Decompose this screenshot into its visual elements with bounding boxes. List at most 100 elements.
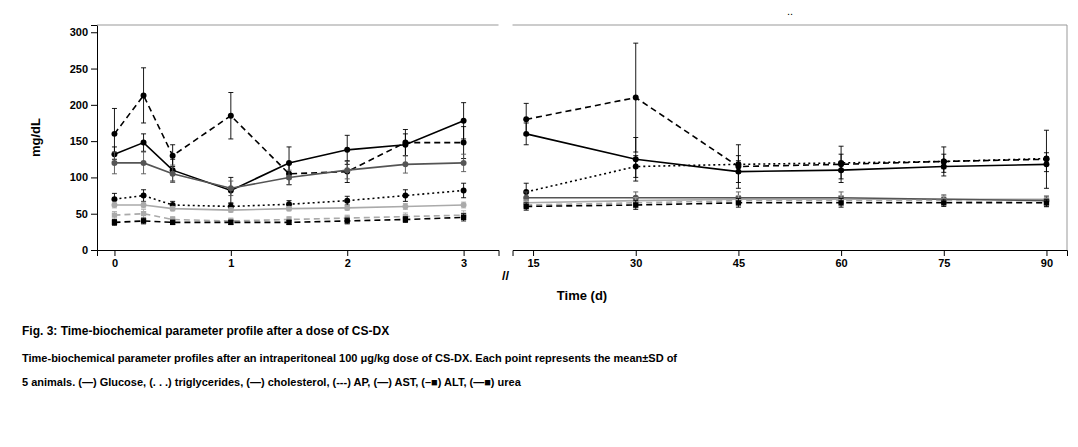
series-marker (111, 196, 117, 202)
x-tick-mark (738, 250, 739, 256)
error-bar (170, 145, 175, 167)
panel: 0123050100150200250300 (70, 25, 499, 269)
error-bar (839, 196, 844, 206)
x-axis: 0123 (98, 250, 500, 269)
error-bar (287, 170, 292, 185)
x-tick-label: 60 (835, 257, 847, 269)
x-tick: 60 (835, 250, 847, 269)
series-marker (461, 202, 467, 208)
series-marker (170, 206, 176, 212)
y-axis: 050100150200250300 (70, 26, 98, 257)
series-marker (111, 160, 117, 166)
series-marker (141, 218, 146, 223)
series-line (114, 121, 463, 191)
series-marker (141, 193, 147, 199)
axis-break: // (502, 268, 510, 283)
series-marker (344, 198, 350, 204)
y-tick-label: 0 (82, 244, 88, 256)
x-tick: 90 (1041, 250, 1053, 269)
series-line (526, 159, 1046, 192)
series (524, 196, 1050, 211)
top-annotation: .. (787, 5, 793, 17)
x-tick-label: 90 (1041, 257, 1053, 269)
error-bar (1044, 130, 1049, 188)
error-bar (141, 68, 146, 123)
series-marker (402, 203, 408, 209)
error-bar (287, 206, 292, 210)
x-tick-mark (347, 250, 348, 256)
series-marker (228, 220, 233, 225)
error-bar (141, 190, 146, 202)
series-marker (838, 161, 844, 167)
caption-line: 5 animals. (—) Glucose, (. . .) triglyce… (22, 376, 522, 388)
x-tick: 45 (733, 250, 745, 269)
y-tick: 100 (70, 171, 97, 183)
x-tick: 0 (112, 250, 118, 269)
x-tick-label: 0 (112, 257, 118, 269)
error-bar (170, 220, 175, 224)
series-marker (111, 131, 117, 137)
y-tick-mark (91, 105, 97, 106)
error-bar (345, 196, 350, 205)
series (111, 103, 466, 204)
y-tick: 250 (70, 63, 97, 75)
error-bar (736, 145, 741, 189)
series-marker (402, 161, 408, 167)
y-tick-label: 250 (70, 63, 88, 75)
series-marker (941, 158, 947, 164)
series (111, 152, 466, 196)
series-line (114, 163, 463, 188)
y-tick-label: 50 (76, 208, 88, 220)
plot-frame (1067, 25, 1068, 250)
y-tick: 200 (70, 99, 97, 111)
error-bar (736, 196, 741, 206)
series (111, 68, 466, 185)
error-bar (403, 204, 408, 210)
error-bar (228, 220, 233, 224)
error-bar (524, 103, 529, 135)
series-marker (228, 207, 234, 213)
error-bar (228, 208, 233, 212)
series-marker (344, 205, 350, 211)
error-bar (287, 163, 292, 185)
y-tick: 300 (70, 26, 97, 38)
series-line (526, 98, 1046, 167)
error-bar (112, 202, 117, 208)
series-marker (1044, 200, 1049, 205)
error-bar (345, 135, 350, 164)
series-marker (633, 95, 639, 101)
series (523, 123, 1049, 183)
error-bar (141, 218, 146, 224)
error-bar (228, 177, 233, 203)
y-tick: 50 (76, 208, 97, 220)
series-marker (112, 220, 117, 225)
error-bar (633, 198, 638, 208)
error-bar (112, 212, 117, 219)
series-marker (228, 113, 234, 119)
error-bar (403, 190, 408, 202)
error-bar (524, 200, 529, 210)
error-bar (170, 206, 175, 210)
x-tick-label: 3 (461, 257, 467, 269)
error-bar (524, 203, 529, 210)
panel: 153045607590 (513, 25, 1068, 269)
error-bar (461, 214, 466, 221)
x-tick-label: 30 (630, 257, 642, 269)
y-tick-label: 200 (70, 99, 88, 111)
error-bar (287, 220, 292, 224)
x-tick-label: 1 (228, 257, 234, 269)
x-tick: 75 (938, 250, 950, 269)
error-bar (345, 206, 350, 210)
x-tick-label: 45 (733, 257, 745, 269)
series-marker (170, 153, 176, 159)
series-marker (402, 193, 408, 199)
error-bar (112, 152, 117, 174)
error-bar (403, 156, 408, 173)
error-bar (461, 154, 466, 171)
x-axis-line (513, 251, 1067, 257)
y-tick-mark (91, 32, 97, 33)
error-bar (633, 201, 638, 210)
series-marker (838, 200, 843, 205)
series-marker (141, 92, 147, 98)
series-marker (286, 174, 292, 180)
